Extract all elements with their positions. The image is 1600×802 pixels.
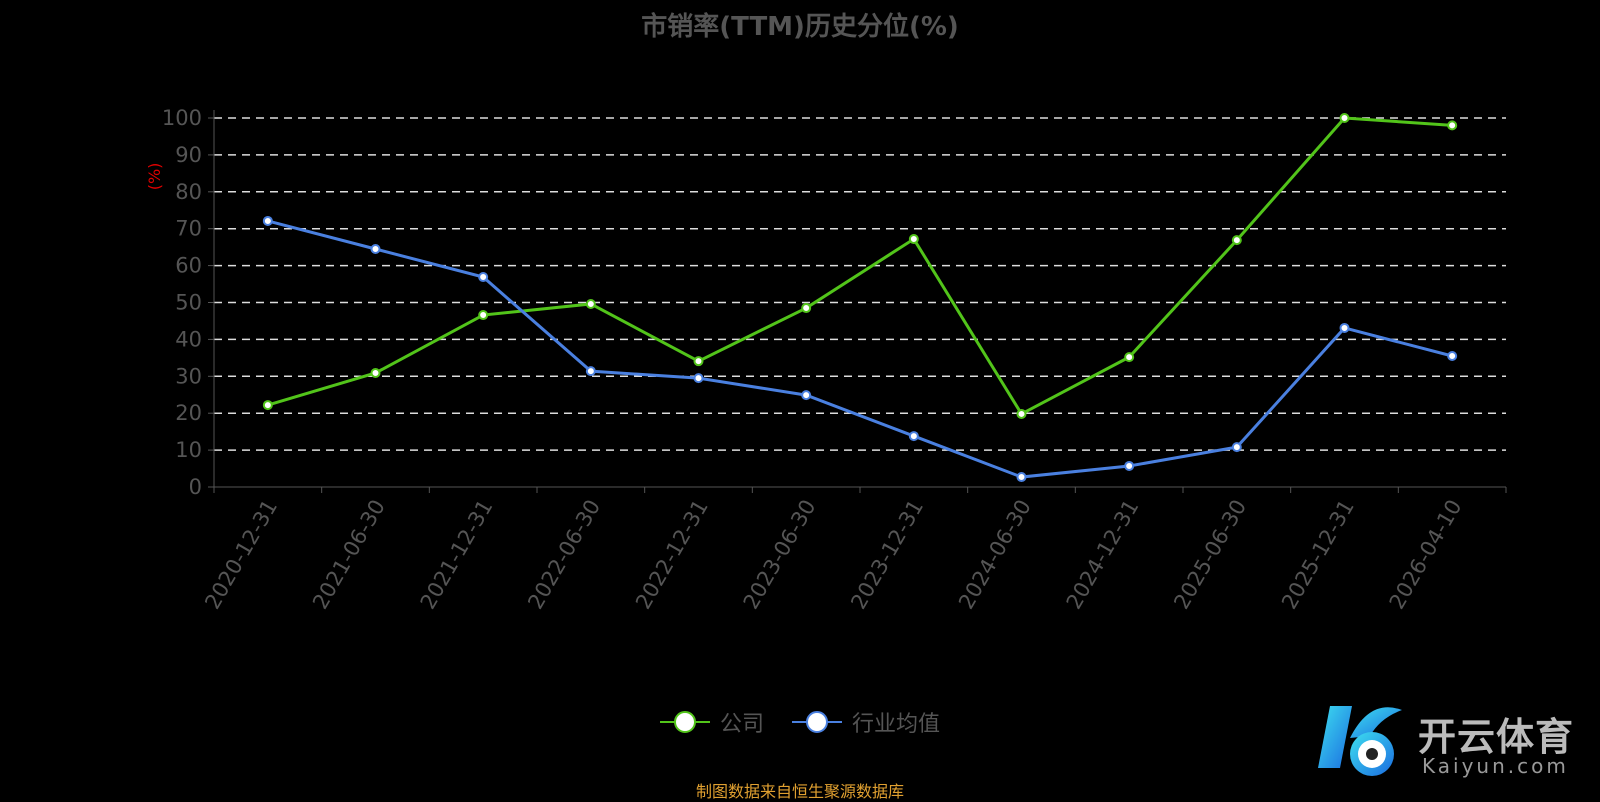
x-tick-label: 2023-12-31 [846,496,928,614]
legend-label: 公司 [719,712,764,737]
y-tick-label: 70 [175,217,202,241]
legend-marker-icon [792,711,842,733]
x-tick-label: 2022-12-31 [631,496,713,614]
data-point-1 [1339,322,1350,333]
data-point-0 [1231,235,1242,246]
data-point-1 [908,431,919,442]
data-point-1 [1124,460,1135,471]
data-point-1 [693,373,704,384]
legend: 公司 行业均值 [0,706,1600,738]
x-tick-label: 2024-12-31 [1062,496,1144,614]
chart-title: 市销率(TTM)历史分位(%) [641,12,959,42]
x-tick-label: 2025-12-31 [1277,496,1359,614]
y-tick-label: 40 [175,327,202,351]
data-point-0 [1339,113,1350,123]
data-point-1 [585,366,596,377]
data-point-1 [801,390,812,401]
x-tick-label: 2026-04-10 [1385,496,1467,614]
data-point-0 [478,310,489,321]
x-tick-label: 2023-06-30 [739,496,821,614]
data-point-1 [1231,442,1242,453]
y-axis-label: (%) [145,163,164,191]
data-point-1 [370,243,381,254]
data-point-0 [262,400,273,411]
y-tick-label: 10 [175,438,202,462]
data-point-0 [1447,120,1458,131]
data-point-0 [370,367,381,378]
y-tick-label: 60 [175,254,202,278]
x-tick-label: 2021-06-30 [308,496,390,614]
y-tick-label: 90 [175,143,202,167]
legend-marker-icon [659,711,710,733]
series-line-1 [267,219,1453,479]
legend-item-company[interactable]: 公司 [659,706,764,738]
kaiyun-logo-icon [1318,706,1402,776]
y-tick-label: 20 [175,401,202,425]
data-point-0 [1016,408,1027,419]
x-tick-label: 2024-06-30 [954,496,1036,614]
data-point-0 [585,298,596,309]
x-tick-label: 2022-06-30 [523,496,605,614]
x-tick-label: 2021-12-31 [416,496,498,614]
watermark-en: Kaiyun.com [1422,754,1569,778]
legend-label: 行业均值 [852,712,941,737]
data-point-0 [1124,352,1135,363]
data-point-1 [262,215,273,226]
watermark-logo: 开云体育 Kaiyun.com [1310,698,1600,788]
y-tick-label: 100 [162,106,202,130]
legend-item-industry[interactable]: 行业均值 [792,706,940,738]
data-point-1 [478,272,489,283]
x-tick-label: 2020-12-31 [200,496,282,614]
data-point-1 [1447,351,1458,362]
watermark-cn: 开云体育 [1418,715,1575,759]
y-tick-label: 50 [175,291,202,315]
y-tick-label: 30 [175,364,202,388]
series-line-0 [267,116,1453,416]
y-tick-label: 0 [189,475,202,499]
data-point-0 [801,303,812,314]
data-source-footer: 制图数据来自恒生聚源数据库 [695,782,904,801]
y-tick-label: 80 [175,180,202,204]
data-point-0 [908,234,919,245]
data-point-0 [693,356,704,367]
data-point-1 [1016,472,1027,483]
x-tick-label: 2025-06-30 [1169,496,1251,614]
